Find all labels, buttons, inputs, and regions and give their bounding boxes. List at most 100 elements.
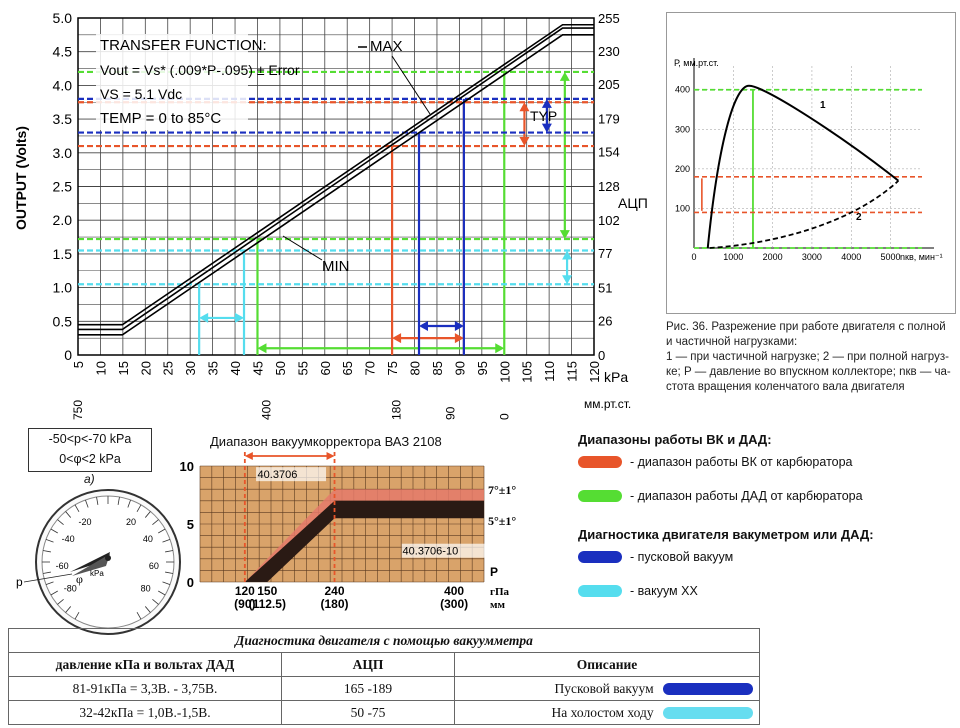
table-cell-adc: 165 -189 — [281, 676, 455, 701]
gauge-tick — [85, 499, 89, 508]
x-tick-label: 15 — [116, 361, 131, 375]
y-axis-label: OUTPUT (Volts) — [13, 126, 29, 230]
table-cell-adc: 50 -75 — [281, 700, 455, 725]
dad-range-arrow-x-head-left — [257, 343, 267, 354]
caption-line: ке; Р — давление во впускном коллекторе;… — [666, 366, 951, 378]
corrector-y-tick: 5 — [187, 517, 194, 532]
adc-tick-label: 102 — [598, 213, 620, 228]
x-tick-label: 95 — [475, 361, 490, 375]
x-tick-label: 65 — [340, 361, 355, 375]
x-tick-label: 70 — [363, 361, 378, 375]
gauge-tick — [165, 550, 174, 553]
gauge-needle — [70, 552, 110, 572]
fig36-caption: Рис. 36. Разрежение при работе двигателя… — [666, 320, 956, 395]
idle-range-arrow-x-head-right — [235, 312, 245, 323]
corrector-x-tick-mm: (90) — [234, 597, 255, 611]
x-tick-label: 105 — [520, 361, 535, 383]
corrector-label-part1: 40.3706 — [258, 469, 298, 481]
supply-voltage: VS = 5.1 Vdc — [100, 86, 182, 102]
fig36-y-tick: 300 — [675, 124, 690, 134]
transfer-formula: Vout = Vs* (.009*P-.095) ± Error — [100, 62, 300, 78]
table-cell-desc: На холостом ходу — [454, 700, 760, 725]
x-tick-label: 25 — [161, 361, 176, 375]
gauge-tick — [144, 606, 151, 613]
y-tick-label: 5.0 — [53, 10, 73, 26]
corrector-layer: 0 5 10 120 150 240 400 (90)(112.5) (180) (300) PгП… — [180, 452, 516, 611]
start-range-arrow-y-head-top — [541, 98, 552, 108]
x-tick-label: 60 — [318, 361, 333, 375]
gauge-range-line2: 0<φ<2 kPa — [59, 452, 121, 466]
max-pointer — [391, 55, 431, 115]
table-color-pill — [663, 707, 753, 720]
x-tick-label: 30 — [183, 361, 198, 375]
min-label: MIN — [322, 258, 350, 275]
legend-swatch-blue — [578, 551, 622, 563]
legend-item-start: - пусковой вакуум — [578, 550, 958, 564]
corrector-unit-top: гПа — [490, 586, 510, 598]
gauge-tick-label: -60 — [56, 561, 69, 571]
x-tick-label: 5 — [71, 361, 86, 368]
gauge-sub-label: а) — [84, 472, 95, 486]
dad-range-arrow-y-head-top — [559, 71, 570, 81]
min-pointer — [282, 235, 323, 261]
gauge-tick — [65, 606, 72, 613]
gauge-unit: kPa — [90, 569, 104, 578]
gauge-tick — [136, 504, 142, 512]
gauge-tick — [42, 571, 51, 574]
caption-line: 1 — при частичной нагрузке; 2 — при полн… — [666, 351, 949, 363]
y-tick-label: 2.5 — [53, 179, 73, 195]
corrector-title: Диапазон вакуумкорректора ВАЗ 2108 — [210, 434, 442, 449]
diagnostic-table-wrap: Диагностика двигателя с помощью вакуумме… — [8, 628, 760, 725]
adc-tick-label: 179 — [598, 111, 620, 126]
mmhg-tick-label: 180 — [390, 400, 404, 420]
transfer-title: TRANSFER FUNCTION: — [100, 37, 267, 54]
fig36-curve1-label: 1 — [820, 100, 826, 111]
corrector-x-tick: 240 — [325, 584, 345, 598]
corrector-label2-bg — [401, 543, 488, 558]
x-tick-label: 20 — [138, 361, 153, 375]
idle-range-arrow-x-head-left — [199, 312, 209, 323]
start-range-arrow-x-head-left — [419, 321, 429, 332]
gauge-tick — [158, 590, 166, 596]
legend-label: - диапазон работы ВК от карбюратора — [630, 455, 853, 469]
corrector-arrow-left — [244, 452, 253, 460]
gauge-tick — [65, 511, 72, 518]
gauge-tick — [152, 598, 159, 605]
table-color-pill — [663, 683, 753, 696]
fig36-x-tick: 1000 — [723, 252, 743, 262]
table-cell-pressure: 32-42кПа = 1,0В.-1,5В. — [8, 700, 282, 725]
table-header-pressure: давление кПа и вольтах ДАД — [8, 652, 282, 677]
x-tick-label: 55 — [295, 361, 310, 375]
gauge-tick — [162, 539, 171, 543]
x-tick-label: 50 — [273, 361, 288, 375]
mmhg-tick-label: 400 — [259, 400, 273, 420]
dad-range-arrow-y-head-bottom — [559, 230, 570, 240]
corrector-label1-bg — [256, 467, 327, 482]
fig36-curve2-label: 2 — [856, 212, 862, 223]
x-axis-label-mmhg: мм.рт.ст. — [584, 397, 631, 411]
y-tick-label: 4.5 — [53, 44, 73, 60]
gauge-tick — [42, 550, 51, 553]
adc-tick-label: 255 — [598, 11, 620, 26]
legend-swatch-green — [578, 490, 622, 502]
x-tick-label: 120 — [587, 361, 602, 383]
gauge-tick-label: -40 — [62, 534, 75, 544]
gauge-tick — [45, 539, 54, 543]
corrector-unit-bottom: мм — [490, 599, 505, 611]
gauge-tick — [117, 496, 120, 505]
corrector-chart: 0 5 10 120 150 240 400 (90)(112.5) (180) (300) PгП… — [180, 452, 516, 611]
fig36-x-tick: 3000 — [802, 252, 822, 262]
fig36-y-tick: 200 — [675, 164, 690, 174]
vk-range-arrow-x-head-left — [392, 333, 402, 344]
gauge-tick — [50, 590, 58, 596]
gauge-tick — [127, 499, 131, 508]
corrector-x-tick-mm: (112.5) — [249, 597, 286, 611]
gauge-tick-label: 60 — [149, 561, 159, 571]
start-range-arrow-x-head-right — [454, 321, 464, 332]
gauge-tick — [50, 528, 58, 534]
tick-labels: 5 10 15 20 25 30 35 40 45 50 55 60 65 70 75 80 85 90 95 100… — [53, 10, 620, 420]
gauge-tick-label: 20 — [126, 517, 136, 527]
mmhg-tick-label: 90 — [443, 406, 457, 420]
fig36-layer: 0 1000 2000 3000 4000 5000 100 200 300 400 — [675, 58, 934, 262]
gauge-tick — [158, 528, 166, 534]
